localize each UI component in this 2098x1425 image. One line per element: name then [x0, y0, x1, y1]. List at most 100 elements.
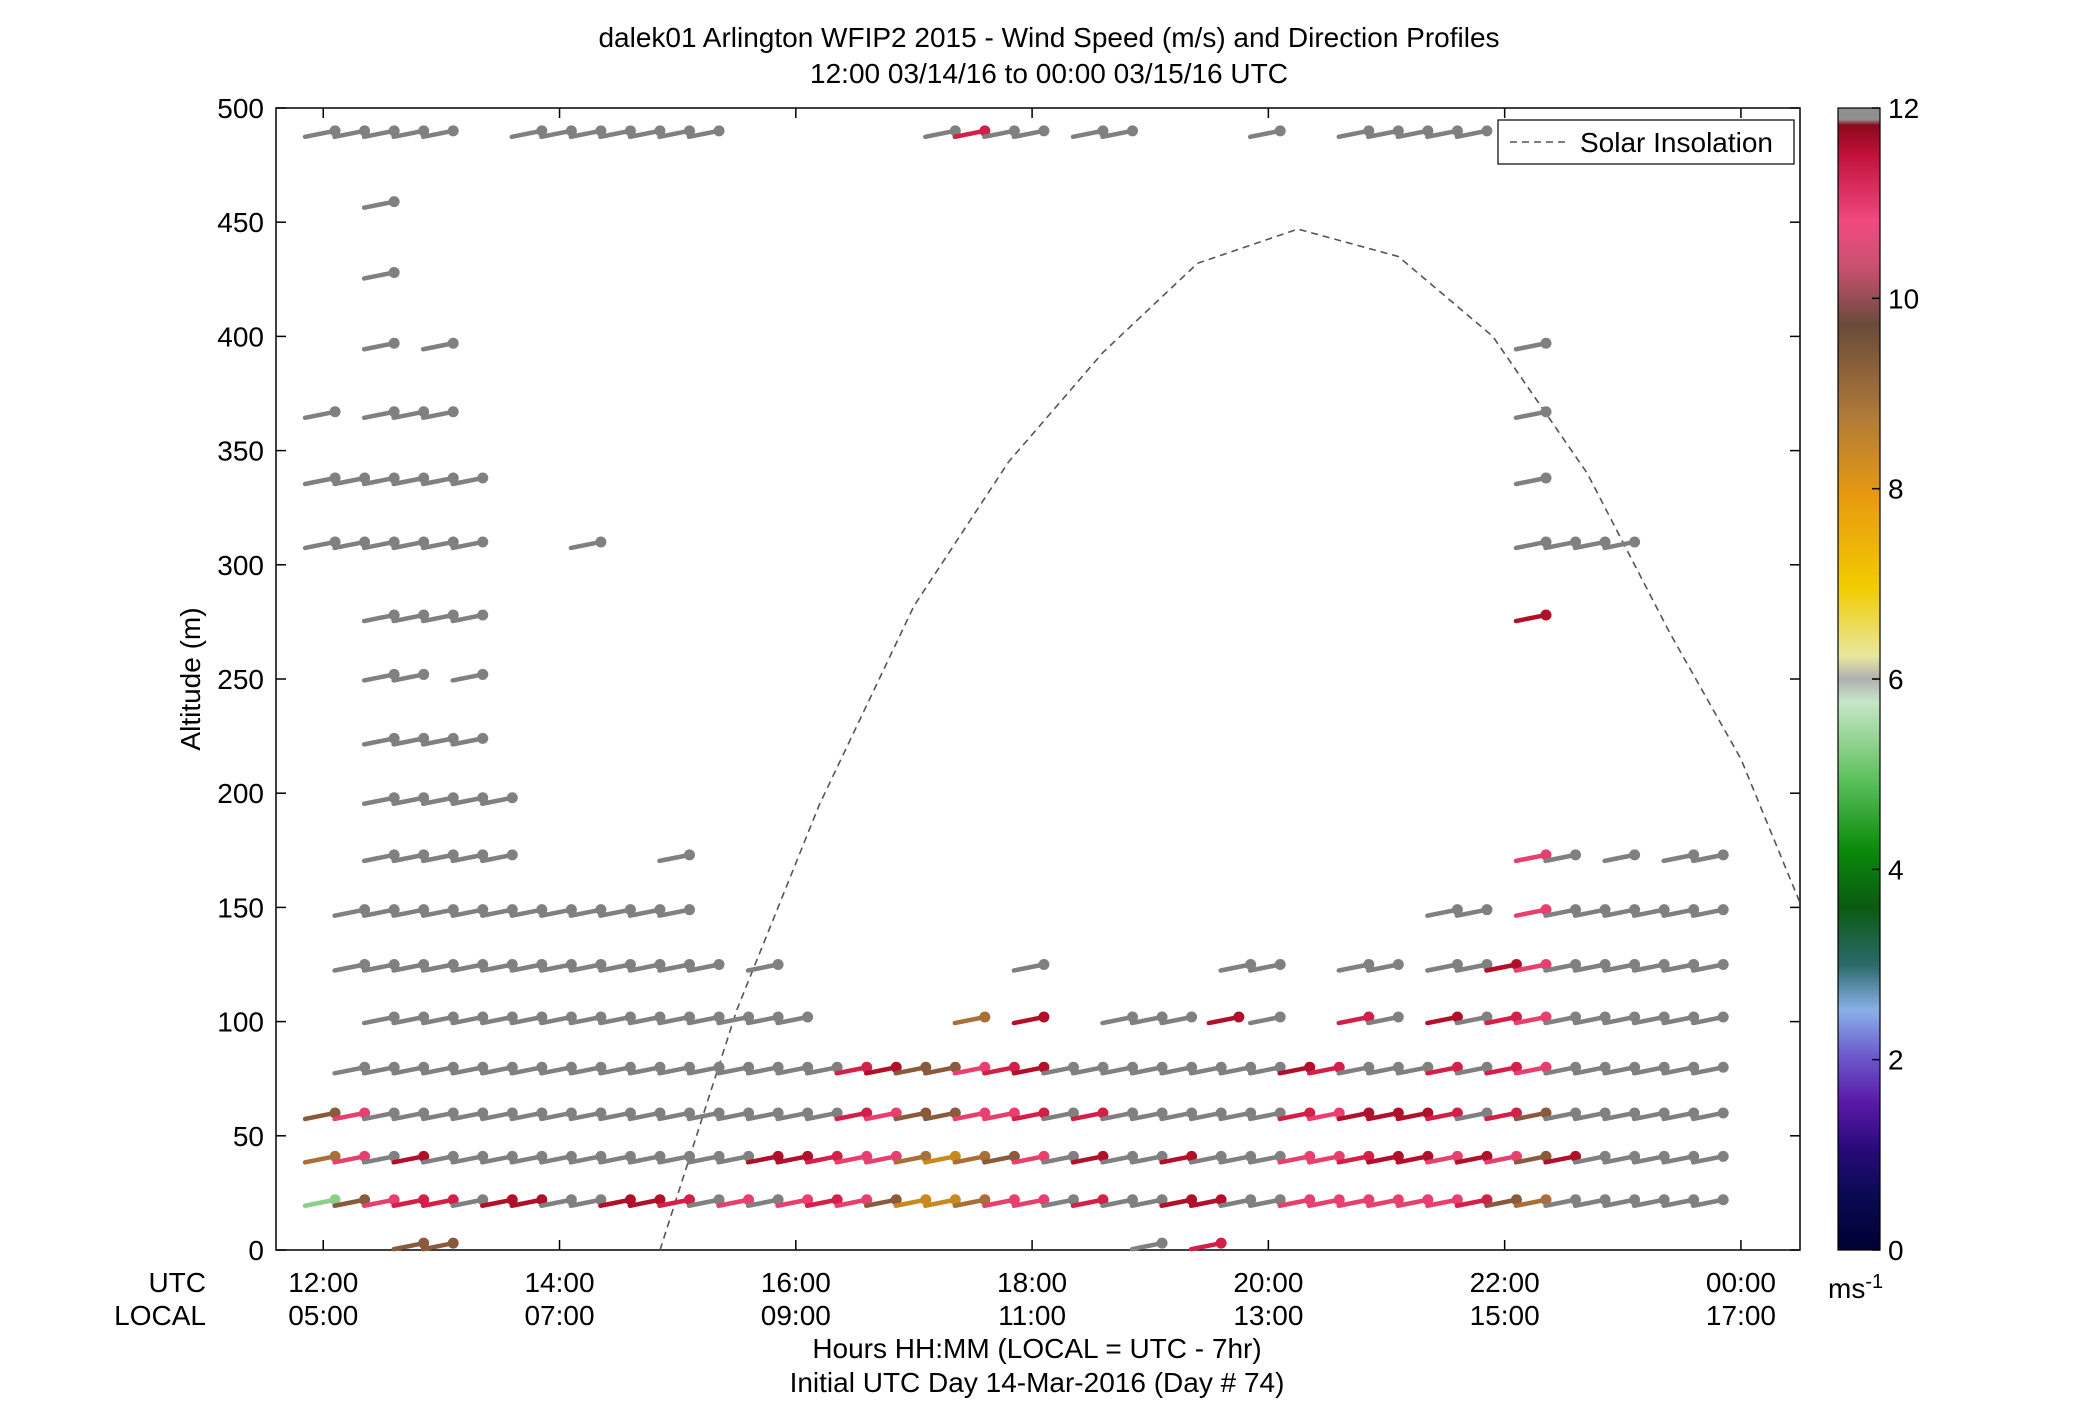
wind-barb-point [1629, 1107, 1641, 1119]
wind-barb-point [713, 125, 725, 137]
wind-barb-point [743, 1194, 755, 1206]
wind-barb-point [1038, 1194, 1050, 1206]
wind-barb-point [359, 1061, 371, 1073]
wind-barb-point [418, 1061, 430, 1073]
wind-barb-point [565, 904, 577, 916]
wind-barb-point [683, 959, 695, 970]
wind-barb-point [477, 1150, 489, 1162]
wind-barb-point [1451, 1011, 1463, 1023]
wind-barb-point [654, 125, 666, 137]
wind-barb-point [506, 792, 518, 804]
wind-barb-point [1451, 959, 1463, 970]
x-axis-label: Hours HH:MM (LOCAL = UTC - 7hr) [812, 1333, 1261, 1364]
wind-barb-point [359, 125, 371, 137]
wind-barb-point [1008, 1150, 1020, 1162]
wind-barb-point [1481, 1061, 1493, 1073]
wind-barb-point [595, 904, 607, 916]
wind-barb-point [1540, 1011, 1552, 1023]
wind-barb-point [1570, 959, 1582, 970]
wind-barb-point [979, 1150, 991, 1162]
wind-barb-point [1127, 1011, 1139, 1023]
wind-barb-point [1481, 1107, 1493, 1119]
wind-barb-point [418, 1011, 430, 1023]
y-tick-label: 250 [217, 664, 264, 695]
wind-barb-point [1658, 1107, 1670, 1119]
wind-barb-point [1422, 1061, 1434, 1073]
wind-barb-point [595, 1194, 607, 1206]
wind-barb-point [1038, 125, 1050, 137]
wind-barb-point [1304, 1107, 1316, 1119]
wind-barbs [302, 125, 1729, 1252]
wind-barb-point [595, 1011, 607, 1023]
wind-barb-point [772, 1194, 784, 1206]
wind-barb-point [772, 1107, 784, 1119]
wind-barb-point [1156, 1194, 1168, 1206]
wind-barb-point [1127, 125, 1139, 137]
wind-barb-point [329, 125, 341, 137]
wind-barb-point [565, 959, 577, 970]
wind-barb-point [329, 406, 341, 418]
wind-barb-point [1717, 1061, 1729, 1073]
wind-barb-point [1658, 904, 1670, 916]
wind-barb-point [1540, 337, 1552, 349]
wind-barb-point [1156, 1107, 1168, 1119]
wind-barb-point [447, 849, 459, 861]
wind-barb-point [802, 1107, 814, 1119]
wind-barb-point [536, 904, 548, 916]
wind-barb-point [1038, 1011, 1050, 1023]
wind-barb-point [359, 472, 371, 484]
wind-barb-point [1540, 609, 1552, 621]
wind-barb-point [1658, 1150, 1670, 1162]
wind-barb-point [418, 536, 430, 548]
wind-barb-point [565, 1150, 577, 1162]
wind-barb-point [388, 337, 400, 349]
wind-barb-point [1540, 406, 1552, 418]
wind-barb-point [418, 904, 430, 916]
wind-barb-point [1717, 1011, 1729, 1023]
wind-barb-point [683, 125, 695, 137]
colorbar-unit: ms-1 [1828, 1271, 1883, 1304]
wind-barb-point [506, 904, 518, 916]
wind-barb-point [477, 609, 489, 621]
x-tick-label-utc: 12:00 [288, 1267, 358, 1298]
wind-barb-point [772, 1011, 784, 1023]
wind-barb-point [595, 1061, 607, 1073]
wind-barb-point [1067, 1107, 1079, 1119]
wind-barb-point [477, 792, 489, 804]
wind-barb-point [388, 849, 400, 861]
wind-barb-point [1186, 1107, 1198, 1119]
wind-barb-point [1038, 1150, 1050, 1162]
wind-barb-point [683, 1107, 695, 1119]
wind-barb-point [506, 1150, 518, 1162]
wind-barb-point [654, 1107, 666, 1119]
wind-barb-point [890, 1061, 902, 1073]
wind-barb-point [1629, 904, 1641, 916]
x-tick-label-utc: 14:00 [524, 1267, 594, 1298]
wind-barb-point [1274, 1194, 1286, 1206]
wind-barb-point [1127, 1194, 1139, 1206]
wind-barb-point [447, 1107, 459, 1119]
wind-barb-point [388, 1107, 400, 1119]
wind-barb-point [1658, 959, 1670, 970]
wind-barb-point [388, 125, 400, 137]
wind-barb-point [1570, 1061, 1582, 1073]
y-tick-label: 200 [217, 778, 264, 809]
x-tick-label-local: 07:00 [524, 1300, 594, 1331]
wind-barb-point [1215, 1107, 1227, 1119]
wind-barb-point [949, 1194, 961, 1206]
wind-barb-point [447, 1237, 459, 1249]
wind-barb-point [1599, 1107, 1611, 1119]
wind-barb-point [1451, 1107, 1463, 1119]
wind-barb-point [831, 1194, 843, 1206]
wind-barb-point [418, 472, 430, 484]
wind-barb-point [1510, 959, 1522, 970]
wind-barb-point [683, 1150, 695, 1162]
wind-barb-point [1510, 1061, 1522, 1073]
wind-barb-point [1274, 1011, 1286, 1023]
local-row-label: LOCAL [114, 1300, 206, 1331]
wind-barb-point [979, 125, 991, 137]
wind-barb-point [1540, 1150, 1552, 1162]
wind-barb-point [624, 959, 636, 970]
wind-barb-point [1038, 1061, 1050, 1073]
colorbar: 0 2 4 6 8 10 12 ms-1 [1828, 93, 1919, 1304]
